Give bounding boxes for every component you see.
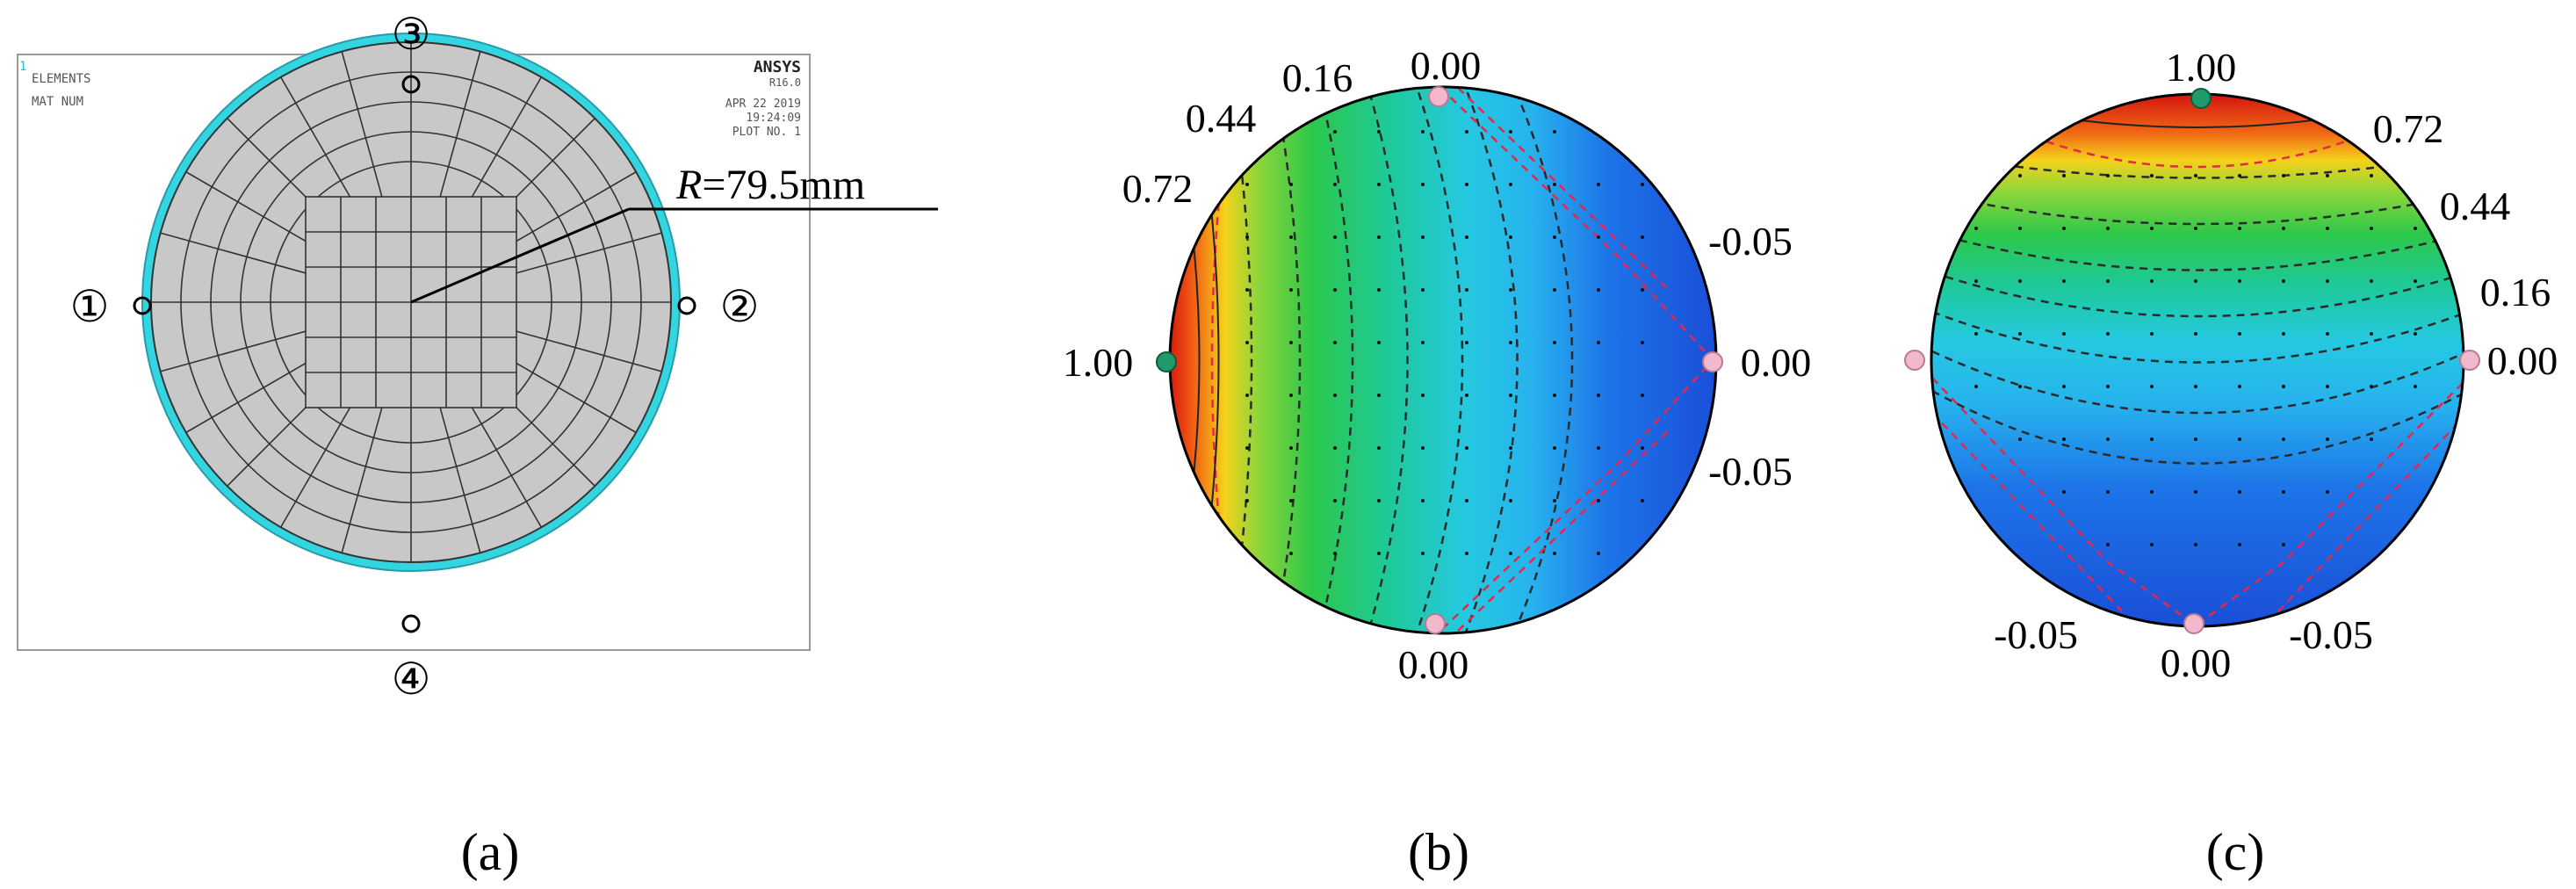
- label-c-044: 0.44: [2440, 184, 2511, 228]
- contour-field-c: [1931, 94, 2464, 626]
- node-marker-2: [677, 296, 696, 315]
- caption-c: (c): [2206, 823, 2265, 881]
- node-marker-1: [133, 296, 152, 315]
- marker-left-c: [1904, 350, 1925, 371]
- radius-line: [410, 207, 630, 304]
- label-c-bottom: 0.00: [2161, 640, 2232, 685]
- plot-time: 19:24:09: [746, 112, 801, 125]
- ansys-logo-text: ANSYS: [754, 58, 801, 76]
- label-c-bottom-right: -0.05: [2289, 612, 2373, 657]
- caption-a: (a): [461, 823, 520, 881]
- label-c-top: 1.00: [2166, 45, 2237, 90]
- node-label-2: ②: [720, 282, 760, 331]
- label-b-right: 0.00: [1741, 340, 1812, 385]
- node-dots-b: [1245, 130, 1644, 555]
- ansys-version: R16.0: [769, 76, 801, 89]
- label-b-bottom: 0.00: [1398, 642, 1469, 687]
- marker-right-b: [1702, 351, 1723, 372]
- plot-date: APR 22 2019: [725, 98, 801, 111]
- node-label-1: ①: [70, 282, 110, 331]
- label-b-072: 0.72: [1122, 166, 1194, 211]
- marker-right-c: [2459, 350, 2480, 371]
- radius-label: R=79.5mm: [675, 162, 865, 208]
- label-b-right-top: -0.05: [1708, 219, 1793, 264]
- contour-field-b: [1170, 87, 1716, 633]
- node-label-4: ④: [392, 654, 431, 704]
- marker-top-c: [2190, 88, 2212, 109]
- marker-bottom-b: [1425, 613, 1446, 634]
- label-b-left: 1.00: [1063, 340, 1134, 385]
- label-b-top: 0.00: [1411, 43, 1482, 88]
- panel-a: 1 ELEMENTS MAT NUM ANSYS R16.0 APR 22 20…: [17, 10, 938, 881]
- panel-c: 1.00 0.72 0.44 0.16 0.00 -0.05 0.00 -0.0…: [1904, 45, 2558, 881]
- caption-b: (b): [1408, 823, 1469, 881]
- plot-type-text: ELEMENTS: [32, 72, 90, 86]
- label-c-016: 0.16: [2480, 270, 2551, 314]
- mat-num-text: MAT NUM: [32, 95, 83, 109]
- label-c-right: 0.00: [2487, 338, 2558, 383]
- marker-top-b: [1428, 86, 1449, 107]
- label-c-072: 0.72: [2373, 106, 2444, 151]
- node-dots-c: [1974, 174, 2417, 546]
- node-label-3: ③: [392, 10, 431, 59]
- node-marker-3: [401, 75, 421, 94]
- marker-left-b: [1156, 351, 1177, 372]
- corner-index: 1: [19, 60, 26, 74]
- panel-b: 0.16 0.00 0.44 0.72 1.00 -0.05 0.00 -0.0…: [1063, 43, 1812, 881]
- marker-bottom-c: [2183, 613, 2204, 634]
- plot-number: PLOT NO. 1: [732, 126, 801, 139]
- label-b-044: 0.44: [1186, 96, 1257, 141]
- label-c-bottom-left: -0.05: [1994, 612, 2078, 657]
- label-b-right-bottom: -0.05: [1708, 449, 1793, 494]
- label-b-016: 0.16: [1282, 55, 1353, 100]
- node-marker-4: [401, 614, 421, 633]
